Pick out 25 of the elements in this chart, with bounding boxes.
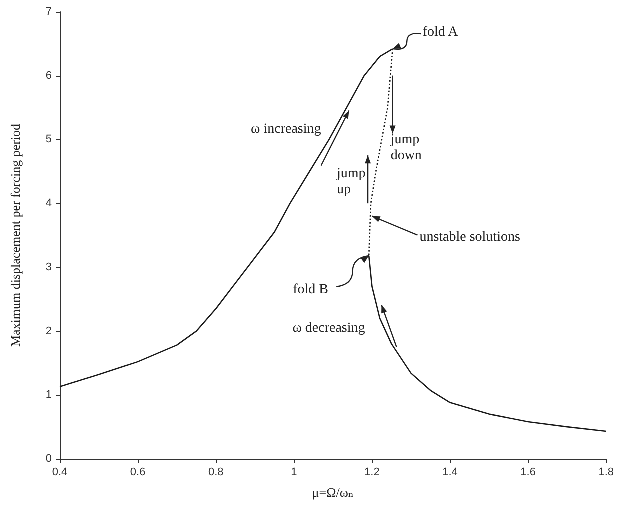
- x-tick-label: 0.4: [52, 466, 68, 478]
- y-tick-label: 3: [46, 261, 52, 274]
- x-tick-label: 1.4: [442, 466, 458, 478]
- y-tick-label: 2: [46, 325, 52, 338]
- annotation: unstable solutions: [420, 230, 520, 245]
- annotation: fold A: [422, 25, 460, 40]
- x-axis-title: μ=Ω/ωₙ: [312, 485, 354, 500]
- annotation: ω decreasing: [292, 321, 366, 336]
- y-tick-label: 5: [46, 134, 52, 146]
- annotation: fold B: [293, 282, 328, 298]
- x-tick-label: 0.6: [130, 466, 146, 478]
- y-tick-label: 6: [46, 70, 52, 82]
- y-tick-label: 4: [46, 198, 52, 210]
- x-tick-label: 1: [291, 466, 298, 478]
- y-tick-label: 0: [46, 453, 52, 465]
- x-tick-label: 0.8: [208, 466, 224, 478]
- y-axis-title: Maximum displacement per forcing period: [8, 123, 23, 348]
- y-tick-label: 7: [46, 6, 52, 18]
- annotation: jump down: [390, 132, 422, 164]
- x-tick-label: 1.8: [598, 466, 614, 478]
- x-tick-label: 1.6: [520, 466, 536, 478]
- annotation: ω increasing: [251, 122, 322, 138]
- annotation: jump up: [336, 166, 366, 198]
- y-tick-label: 1: [46, 389, 52, 402]
- x-tick-label: 1.2: [364, 466, 380, 478]
